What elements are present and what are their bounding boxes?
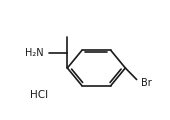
- Text: H₂N: H₂N: [25, 48, 44, 58]
- Text: HCl: HCl: [30, 90, 49, 100]
- Text: Br: Br: [141, 78, 152, 88]
